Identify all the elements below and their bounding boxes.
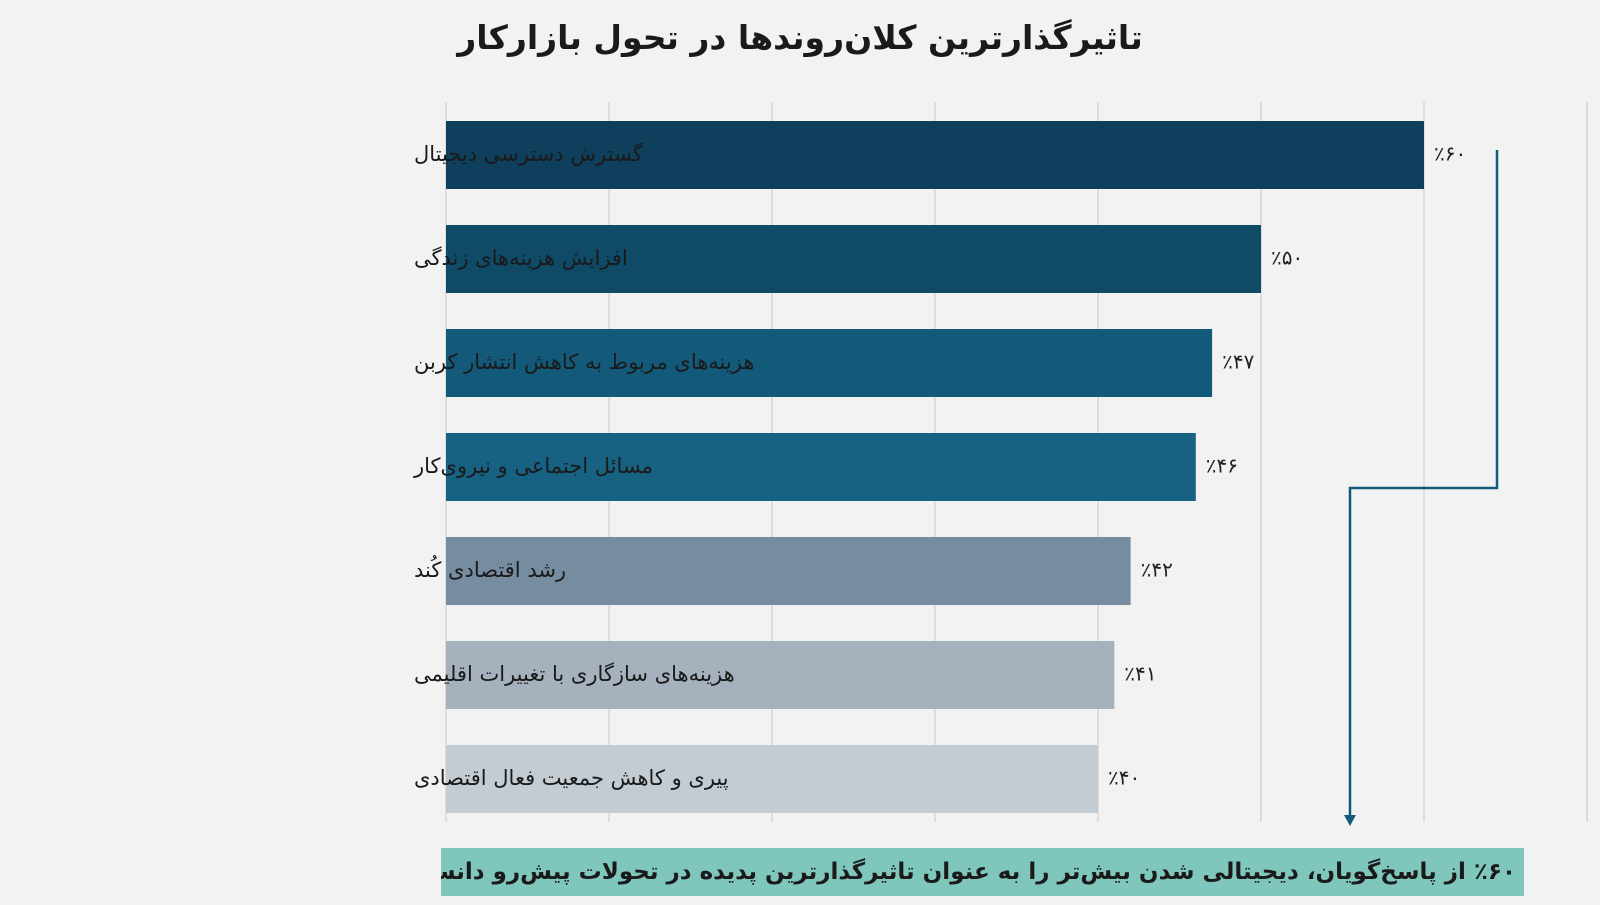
value-label: ٪۴۷ bbox=[1222, 350, 1254, 374]
chart-title: تاثیرگذارترین کلان‌روندها در تحول بازارک… bbox=[457, 18, 1143, 57]
value-label: ٪۴۶ bbox=[1206, 454, 1238, 478]
category-label: مسائل اجتماعی و نیروی‌کار bbox=[413, 454, 653, 478]
bar bbox=[446, 329, 1213, 397]
category-label: افزایش هزینه‌های زندگی bbox=[414, 246, 628, 270]
value-label: ٪۴۱ bbox=[1124, 662, 1156, 686]
category-label: رشد اقتصادی کُند bbox=[414, 554, 566, 582]
category-label: هزینه‌های مربوط به کاهش انتشار کربن bbox=[414, 350, 754, 374]
bar bbox=[446, 641, 1115, 709]
bar bbox=[446, 121, 1424, 189]
value-label: ٪۵۰ bbox=[1271, 246, 1303, 270]
value-label: ٪۶۰ bbox=[1434, 142, 1466, 166]
arrow-head-icon bbox=[1344, 815, 1356, 826]
bar bbox=[446, 433, 1196, 501]
category-label: گسترش دسترسی دیجیتال bbox=[414, 142, 643, 166]
bar bbox=[446, 745, 1098, 813]
category-label: هزینه‌های سازگاری با تغییرات اقلیمی bbox=[414, 662, 735, 686]
value-label: ٪۴۲ bbox=[1141, 558, 1173, 582]
value-label: ٪۴۰ bbox=[1108, 766, 1140, 790]
annotation-connector bbox=[1348, 150, 1499, 815]
annotation-banner: ٪۶۰ از پاسخ‌گویان، دیجیتالی شدن بیش‌تر ر… bbox=[441, 848, 1524, 896]
bar bbox=[446, 537, 1131, 605]
category-label: پیری و کاهش جمعیت فعال اقتصادی bbox=[414, 766, 729, 790]
bar bbox=[446, 225, 1261, 293]
